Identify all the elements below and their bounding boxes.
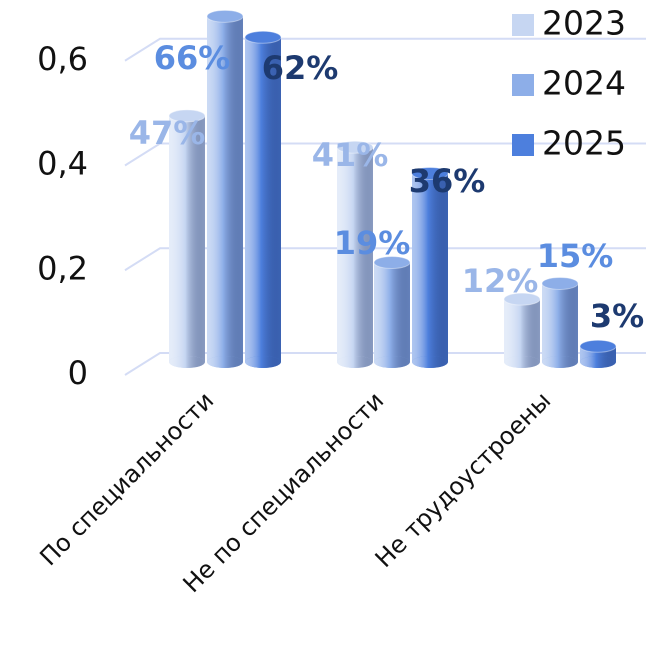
legend-label: 2023 bbox=[542, 4, 626, 43]
y-tick-label: 0,4 bbox=[37, 145, 88, 183]
grid-line bbox=[124, 142, 646, 167]
bar-bottom-shade bbox=[504, 356, 540, 368]
bar bbox=[168, 109, 206, 368]
data-label: 62% bbox=[262, 49, 339, 87]
legend-swatch bbox=[512, 134, 534, 156]
legend-swatch bbox=[512, 14, 534, 36]
bar bbox=[206, 9, 244, 368]
bar-top bbox=[373, 255, 411, 269]
grid-line bbox=[124, 37, 646, 62]
bar-shade bbox=[245, 37, 281, 363]
bar-shade bbox=[207, 16, 243, 362]
bar-bottom-shade bbox=[412, 356, 448, 368]
bar bbox=[336, 140, 374, 368]
data-label: 41% bbox=[312, 136, 389, 174]
data-label: 12% bbox=[462, 262, 539, 300]
bar-bottom-shade bbox=[542, 356, 578, 368]
grid-line bbox=[124, 352, 646, 376]
bar-bottom-shade bbox=[245, 356, 281, 368]
data-label: 3% bbox=[590, 297, 644, 335]
x-tick-label: По специальности bbox=[34, 386, 219, 571]
bar-bottom-shade bbox=[337, 356, 373, 368]
data-label: 15% bbox=[537, 237, 614, 275]
y-tick-label: 0,2 bbox=[37, 249, 88, 287]
bar bbox=[373, 255, 411, 368]
bar bbox=[541, 276, 579, 368]
data-label: 47% bbox=[129, 114, 206, 152]
bar-shade bbox=[412, 173, 448, 362]
data-label: 19% bbox=[334, 224, 411, 262]
bar bbox=[244, 30, 282, 368]
grid-line bbox=[124, 247, 646, 272]
bar-top bbox=[579, 339, 617, 353]
bar-bottom-shade bbox=[374, 356, 410, 368]
legend-swatch bbox=[512, 74, 534, 96]
bar-shade bbox=[542, 283, 578, 362]
bar-shade bbox=[337, 147, 373, 362]
bar-top bbox=[541, 276, 579, 290]
x-tick-label: Не по специальности bbox=[178, 386, 390, 598]
data-label: 36% bbox=[409, 162, 486, 200]
legend-label: 2024 bbox=[542, 64, 626, 103]
bar-bottom-shade bbox=[207, 356, 243, 368]
y-tick-label: 0,6 bbox=[37, 40, 88, 78]
x-tick-label: Не трудоустроены bbox=[370, 386, 557, 573]
bar-bottom-shade bbox=[169, 356, 205, 368]
bar-shade bbox=[374, 262, 410, 362]
data-label: 66% bbox=[154, 39, 231, 77]
bar-top bbox=[411, 166, 449, 180]
bar-shade bbox=[504, 299, 540, 362]
bar bbox=[579, 339, 617, 368]
bar-bottom-shade bbox=[580, 356, 616, 368]
bar bbox=[503, 292, 541, 368]
y-tick-label: 0 bbox=[68, 354, 88, 392]
bar bbox=[411, 166, 449, 368]
bar-top bbox=[206, 9, 244, 23]
bar-top bbox=[168, 109, 206, 123]
bar-top bbox=[336, 140, 374, 154]
legend-label: 2025 bbox=[542, 124, 626, 163]
bar-top bbox=[503, 292, 541, 306]
bar-shade bbox=[169, 115, 205, 363]
bar-top bbox=[244, 30, 282, 44]
